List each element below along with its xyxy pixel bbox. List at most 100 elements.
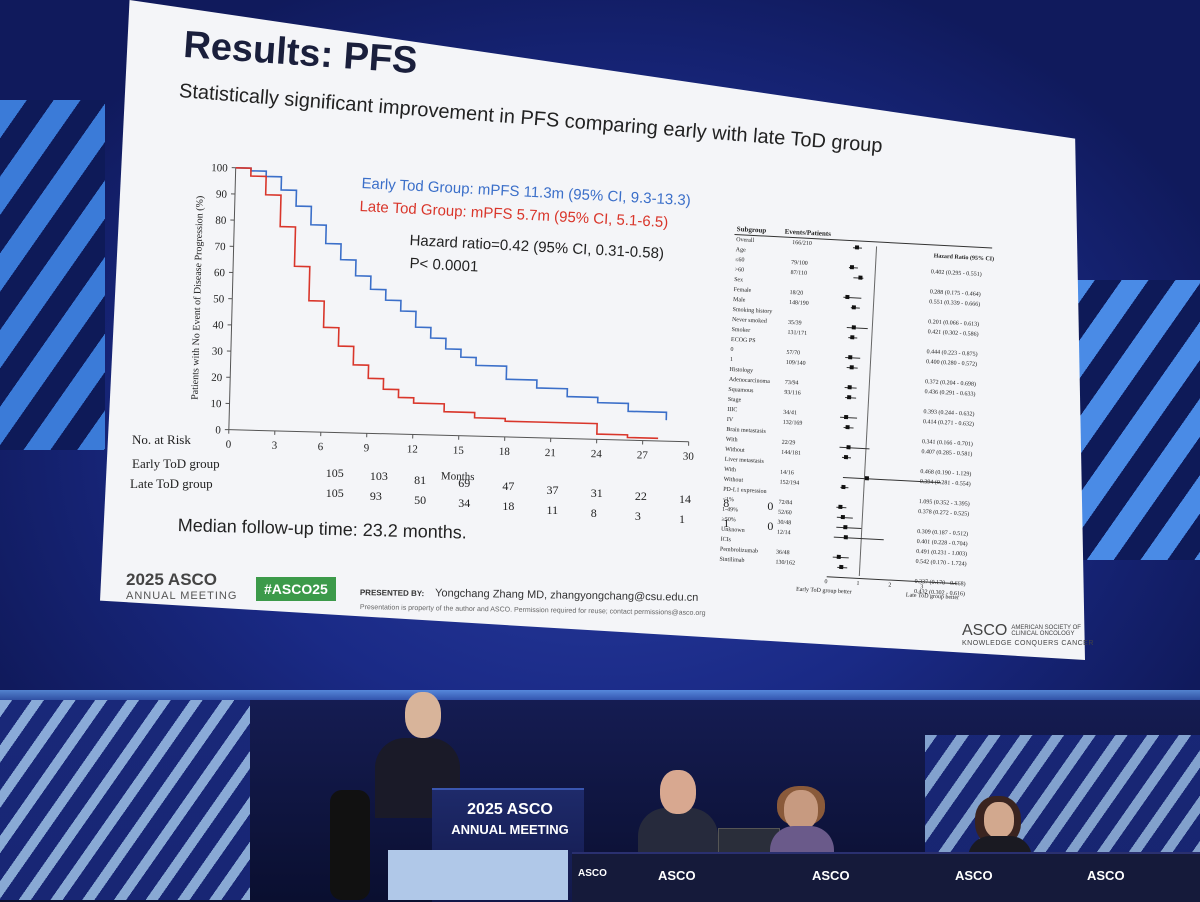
forest-axis-tick: 3 xyxy=(920,584,923,590)
forest-row-label: Never smoked xyxy=(732,317,767,325)
y-tick-label: 60 xyxy=(214,267,226,279)
y-tick-label: 100 xyxy=(211,162,228,174)
speaker-head xyxy=(405,692,441,738)
forest-row-label: Adenocarcinoma xyxy=(729,377,770,385)
forest-row-events: 72/84 xyxy=(778,500,792,507)
forest-row-hr: 0.468 (0.190 - 1.129) xyxy=(920,469,971,478)
forest-point xyxy=(855,245,859,249)
forest-row-events: 109/140 xyxy=(786,360,806,367)
forest-row-hr: 1.095 (0.352 - 3.395) xyxy=(919,499,970,508)
risk-count-early: 103 xyxy=(370,469,388,484)
forest-row-hr: 0.378 (0.272 - 0.525) xyxy=(918,509,969,518)
podium-line-1: 2025 ASCO xyxy=(440,800,580,820)
forest-ci-whisker xyxy=(840,447,870,450)
forest-point xyxy=(845,425,849,429)
risk-count-late: 34 xyxy=(458,496,470,511)
forest-point xyxy=(843,455,847,459)
podium-sign: 2025 ASCO ANNUAL MEETING xyxy=(440,800,580,840)
forest-point xyxy=(850,365,854,369)
forest-ci-whisker xyxy=(834,537,884,541)
forest-point xyxy=(841,515,845,519)
forest-ci-whisker xyxy=(847,327,868,329)
forest-row-hr: 0.201 (0.066 - 0.613) xyxy=(928,319,979,328)
forest-row-hr: 0.436 (0.291 - 0.633) xyxy=(924,389,975,398)
forest-axis-tick: 2 xyxy=(888,583,891,589)
forest-header-subgroup: Subgroup xyxy=(737,225,767,235)
forest-axis-tick: 0 xyxy=(824,579,827,585)
forest-row-label: 0 xyxy=(730,347,733,353)
forest-row-events: 166/210 xyxy=(792,240,812,247)
forest-row-label: >60 xyxy=(734,267,744,273)
forest-row-label: Stage xyxy=(728,397,742,404)
forest-row-hr: 0.491 (0.231 - 1.003) xyxy=(916,549,967,558)
risk-count-early: 22 xyxy=(635,489,647,504)
forest-row-label: Pembrolizumab xyxy=(720,547,758,555)
risk-count-late: 105 xyxy=(326,486,344,501)
table-label-2: ASCO xyxy=(658,868,696,883)
y-axis-label: Patients with No Event of Disease Progre… xyxy=(190,196,206,400)
forest-point xyxy=(850,335,854,339)
forest-point xyxy=(839,565,843,569)
forest-point xyxy=(852,325,856,329)
forest-row-hr: 0.372 (0.204 - 0.698) xyxy=(925,379,976,388)
asco-corner-text: ASCO xyxy=(962,622,1007,640)
asco-corner-tagline: KNOWLEDGE CONQUERS CANCER xyxy=(962,640,1094,647)
forest-point xyxy=(847,395,851,399)
asco-logo-text: 2025 ASCO xyxy=(126,570,217,589)
y-tick-label: 80 xyxy=(215,215,227,227)
forest-point xyxy=(846,295,850,299)
forest-row-events: 18/20 xyxy=(789,290,803,297)
forest-row-label: Without xyxy=(725,447,745,454)
forest-row-events: 34/41 xyxy=(783,410,797,417)
forest-row-label: 1-49% xyxy=(722,507,738,514)
forest-point xyxy=(836,555,840,559)
podium-base xyxy=(388,850,568,900)
forest-row-events: 57/70 xyxy=(786,350,800,357)
x-tick-label: 18 xyxy=(499,446,511,458)
x-tick-label: 9 xyxy=(363,442,369,454)
panelist-2-head xyxy=(784,790,818,830)
forest-row-events: 12/14 xyxy=(777,530,791,537)
y-tick-label: 30 xyxy=(212,346,224,358)
forest-row-events: 79/100 xyxy=(791,260,808,267)
forest-row-events: 131/171 xyxy=(787,330,807,337)
forest-row-hr: 0.309 (0.187 - 0.512) xyxy=(917,529,968,538)
forest-point xyxy=(848,355,852,359)
chair xyxy=(330,790,370,900)
forest-note-left: Early ToD group better xyxy=(796,587,852,596)
forest-row-hr: 0.401 (0.228 - 0.704) xyxy=(917,539,968,548)
forest-row-events: 144/181 xyxy=(781,450,801,457)
forest-row-events: 132/169 xyxy=(783,420,803,427)
forest-row-label: Unknown xyxy=(721,527,745,534)
risk-table-title: No. at Risk xyxy=(132,432,191,448)
forest-row-hr: 0.341 (0.166 - 0.701) xyxy=(922,439,973,448)
hashtag-badge: #ASCO25 xyxy=(256,577,336,601)
forest-row-events: 36/48 xyxy=(776,550,790,557)
risk-count-early: 37 xyxy=(547,483,559,498)
forest-row-hr: 0.542 (0.170 - 1.724) xyxy=(915,559,966,568)
forest-point xyxy=(841,485,845,489)
x-tick-label: 15 xyxy=(453,445,465,457)
x-tick-label: 6 xyxy=(318,441,324,453)
table-label-3: ASCO xyxy=(812,868,850,883)
forest-header-rule xyxy=(734,234,992,249)
forest-row-label: ≥50% xyxy=(721,517,736,524)
forest-point xyxy=(847,385,851,389)
forest-axis-tick: 1 xyxy=(856,581,859,587)
forest-row-label: With xyxy=(726,437,738,444)
panelist-3-head xyxy=(984,802,1014,838)
forest-row-events: 14/16 xyxy=(780,470,794,477)
forest-point xyxy=(846,445,850,449)
forest-row-label: Sintilimab xyxy=(719,557,744,564)
forest-row-label: ECOG PS xyxy=(731,337,756,344)
forest-point xyxy=(865,476,869,480)
forest-row-label: Sex xyxy=(734,277,743,283)
asco-annual-meeting-logo: 2025 ASCO ANNUAL MEETING xyxy=(126,570,237,602)
p-value-text: P< 0.0001 xyxy=(409,255,479,276)
table-label-1: ASCO xyxy=(578,868,607,879)
forest-point xyxy=(844,415,848,419)
forest-row-events: 22/29 xyxy=(782,440,796,447)
forest-row-events: 73/94 xyxy=(785,380,799,387)
risk-label-late: Late ToD group xyxy=(130,476,213,492)
